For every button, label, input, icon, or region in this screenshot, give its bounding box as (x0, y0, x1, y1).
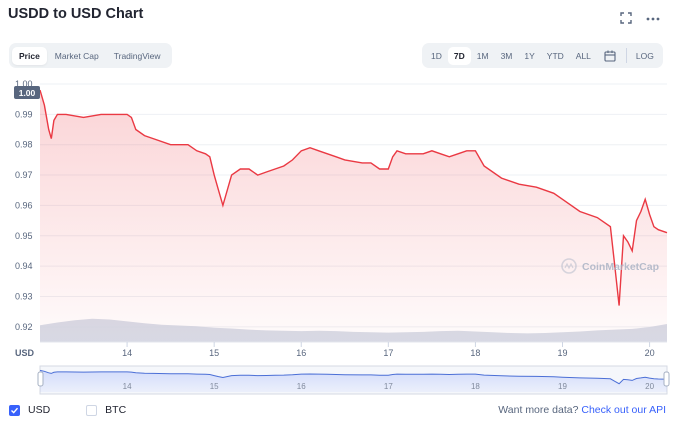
y-tick-label: 0.99 (15, 109, 33, 119)
y-axis-labels: 1.00 0.99 0.98 0.97 0.96 0.95 0.94 0.93 0.92 (15, 79, 33, 332)
range-all[interactable]: ALL (575, 50, 591, 61)
navigator-handle-left[interactable] (37, 371, 44, 387)
navigator-line (39, 369, 668, 385)
navigator-x-labels: 14 15 16 17 18 19 20 (123, 382, 655, 391)
current-price-tag: 1.00 (19, 88, 36, 98)
y-tick-label: 1.00 (15, 79, 33, 89)
x-tick-label: 14 (122, 348, 132, 358)
btc-checkbox[interactable] (86, 404, 98, 416)
tab-price[interactable]: Price (12, 46, 47, 65)
y-tick-label: 0.95 (15, 231, 33, 241)
fullscreen-icon[interactable] (617, 10, 635, 26)
log-scale-toggle[interactable]: LOG (635, 50, 654, 61)
y-tick-label: 0.98 (15, 140, 33, 150)
x-tick-label: 17 (383, 348, 393, 358)
navigator-handle-right[interactable] (663, 371, 670, 387)
time-range-selector: 1D 7D 1M 3M 1Y YTD ALL LOG (422, 43, 663, 68)
x-tick-label: 20 (645, 348, 655, 358)
btc-legend-label: BTC (105, 404, 127, 416)
price-area-fill (40, 90, 667, 342)
x-tick-label: 15 (209, 348, 219, 358)
range-1y[interactable]: 1Y (524, 50, 535, 61)
x-tick-label: 16 (296, 348, 306, 358)
y-tick-label: 0.97 (15, 170, 33, 180)
y-tick-label: 0.94 (15, 261, 33, 271)
navigator-tick-label: 20 (645, 382, 654, 391)
range-divider (625, 48, 627, 63)
navigator-tick-label: 14 (123, 382, 132, 391)
range-3m[interactable]: 3M (500, 50, 513, 61)
x-tick-label: 18 (470, 348, 480, 358)
watermark-logo (561, 258, 577, 274)
api-prefix-text: Want more data? (498, 404, 579, 416)
navigator-area (40, 370, 667, 392)
current-price-tag-bg (14, 86, 40, 99)
navigator-tick-label: 17 (384, 382, 393, 391)
y-tick-label: 0.96 (15, 200, 33, 210)
price-line (39, 89, 668, 306)
navigator-tick-label: 16 (297, 382, 306, 391)
usd-legend-label: USD (28, 404, 51, 416)
navigator-tick-label: 18 (471, 382, 480, 391)
api-link[interactable]: Check out our API (581, 404, 666, 416)
y-tick-label: 0.93 (15, 291, 33, 301)
currency-axis-label: USD (15, 348, 35, 358)
more-horizontal-icon[interactable] (644, 10, 662, 26)
tab-market-cap[interactable]: Market Cap (54, 50, 99, 61)
api-promo: Want more data? Check out our API (498, 404, 666, 416)
series-legend: USD BTC (9, 404, 126, 416)
range-1m[interactable]: 1M (476, 50, 489, 61)
calendar-icon[interactable] (597, 49, 623, 63)
navigator-tick-label: 19 (558, 382, 567, 391)
x-tick-label: 19 (557, 348, 567, 358)
y-tick-label: 0.92 (15, 322, 33, 332)
range-ytd[interactable]: YTD (546, 50, 564, 61)
usd-checkbox[interactable] (9, 404, 20, 416)
chart-type-tabs: Price Market Cap TradingView (9, 43, 172, 68)
range-7d[interactable]: 7D (447, 46, 471, 65)
page-title: USDD to USD Chart (8, 6, 144, 22)
range-1d[interactable]: 1D (431, 50, 442, 61)
tab-tradingview[interactable]: TradingView (113, 50, 161, 61)
x-axis-labels: 14 15 16 17 18 19 20 (122, 342, 655, 358)
watermark: CoinMarketCap (582, 261, 659, 273)
navigator-tick-label: 15 (210, 382, 219, 391)
